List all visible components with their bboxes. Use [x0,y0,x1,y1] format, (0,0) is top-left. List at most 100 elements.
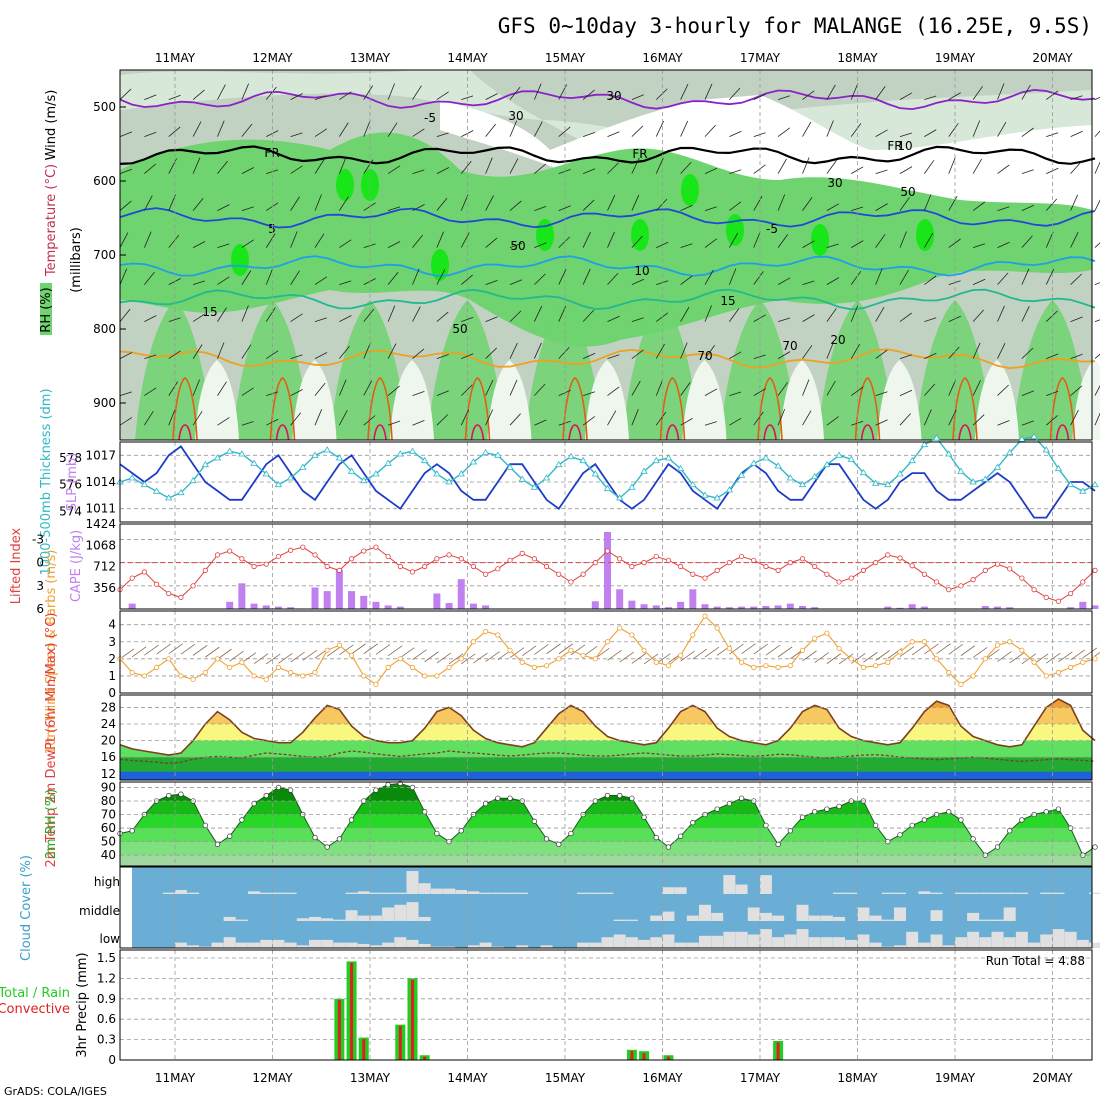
rh-marker [665,844,672,850]
thickness-marker [1005,448,1014,456]
wind-barb [680,204,693,211]
thickness-marker [628,483,636,490]
top-date-label: 13MAY [350,51,391,65]
rh-dry-plume [585,360,629,440]
temp-tick: 24 [101,717,116,731]
wind10-barb [534,644,549,655]
wind10-tick: 0 [108,686,116,700]
rh-dry-plume [877,360,922,440]
rh-dry-plume [780,360,824,440]
wind10-barb [753,643,768,655]
wind-barb [607,386,620,396]
rh-marker [812,809,818,815]
top-date-label: 15MAY [545,51,586,65]
lifted-index-marker [300,544,306,550]
wind10-marker [1092,656,1098,662]
wind10-barb [448,653,464,665]
lifted-index-marker [836,579,842,585]
lifted-index-marker [970,577,976,583]
thickness-marker [128,474,136,481]
wind-barb [680,243,693,248]
cloud-level-label: high [94,875,120,889]
wind-barb [192,197,204,211]
cape-bar [226,601,234,609]
wind-barb [412,268,420,285]
wind-barb [1045,269,1055,285]
wind-barb [655,120,664,137]
wind-barb [436,269,446,285]
wind-barb [631,380,641,396]
wind10-barb [570,644,586,656]
wind-barb [753,411,764,426]
precip-tick: 0.3 [97,1033,116,1047]
wind-barb [558,268,567,285]
wind-barb [290,313,303,322]
cape-bar [616,589,624,609]
thickness-marker [347,467,356,474]
wind-barb [436,414,449,426]
wind-barb [119,352,133,359]
wind-barb [217,342,225,359]
wind-barb [607,272,619,285]
rh-marker [251,801,257,807]
wind-barb [972,201,986,211]
wind10-tick: 4 [108,618,116,632]
panel-upper-air: -5 FR FR FR -5 5 10 15 15 20 30 30 30 50 50 50 70 70 10 500… [39,69,1100,441]
wind-barb [753,271,764,285]
wind-barb [777,351,791,359]
wind-barb [607,410,617,426]
isotherm-25-plume [952,377,978,441]
wind-barb [680,161,692,174]
thickness-marker [823,460,831,468]
wind-barb [924,160,935,174]
panel-cape-lifted-index: -3 0 3 6 1424 1068 712 356 Lifted Index CAPE (J/k… [9,517,1099,616]
wind-barb [753,164,766,174]
wind-barb [704,305,712,322]
lifted-index-marker [263,561,269,567]
wind10-marker [397,656,403,662]
rh-marker [507,795,513,801]
wind-barb [802,121,812,137]
cloud-bar-high [991,892,1004,894]
thickness-marker [201,460,210,468]
wind-barb [704,206,717,211]
cloud-bar-low [979,937,992,948]
wind-barb [217,243,230,248]
isotherm-30-plume [958,424,972,441]
cloud-bar-middle [699,904,711,921]
rh-marker [921,817,928,823]
dewpoint-line [119,750,1096,765]
rh-marker [799,814,806,820]
wind10-barb [765,644,781,656]
wind10-marker [653,659,659,665]
wind-barb [582,168,596,174]
lifted-index-marker [799,556,806,562]
wind-barb [144,354,157,359]
wind10-barb [680,650,695,662]
cape-bar [762,606,770,609]
cloud-bar-low [211,942,224,948]
wind10-marker [507,647,513,653]
isotherm-25-plume [172,377,198,441]
wind-barb [997,241,1010,248]
lifted-index-marker [946,587,952,593]
lifted-index-marker [361,548,367,554]
rh-marker [373,787,379,793]
rh-marker [653,834,659,841]
cloud-bar-low [309,939,321,948]
wind10-marker [604,639,611,645]
thickness-marker [1079,487,1087,494]
cloud-bar-middle [613,919,626,921]
isotherm-15 [119,288,1096,311]
cloud-bar-high [723,875,736,894]
rh-plume [232,300,313,440]
cloud-bar-high [162,892,175,894]
wind-barb [631,235,643,248]
cloud-bar-middle [321,918,334,921]
precip-tick: 0.9 [97,992,116,1006]
wind-barb [168,234,180,248]
wind-barb [631,278,645,285]
wind-barb [899,197,910,211]
thickness-marker [689,480,697,488]
cloud-bar-low [820,937,833,948]
